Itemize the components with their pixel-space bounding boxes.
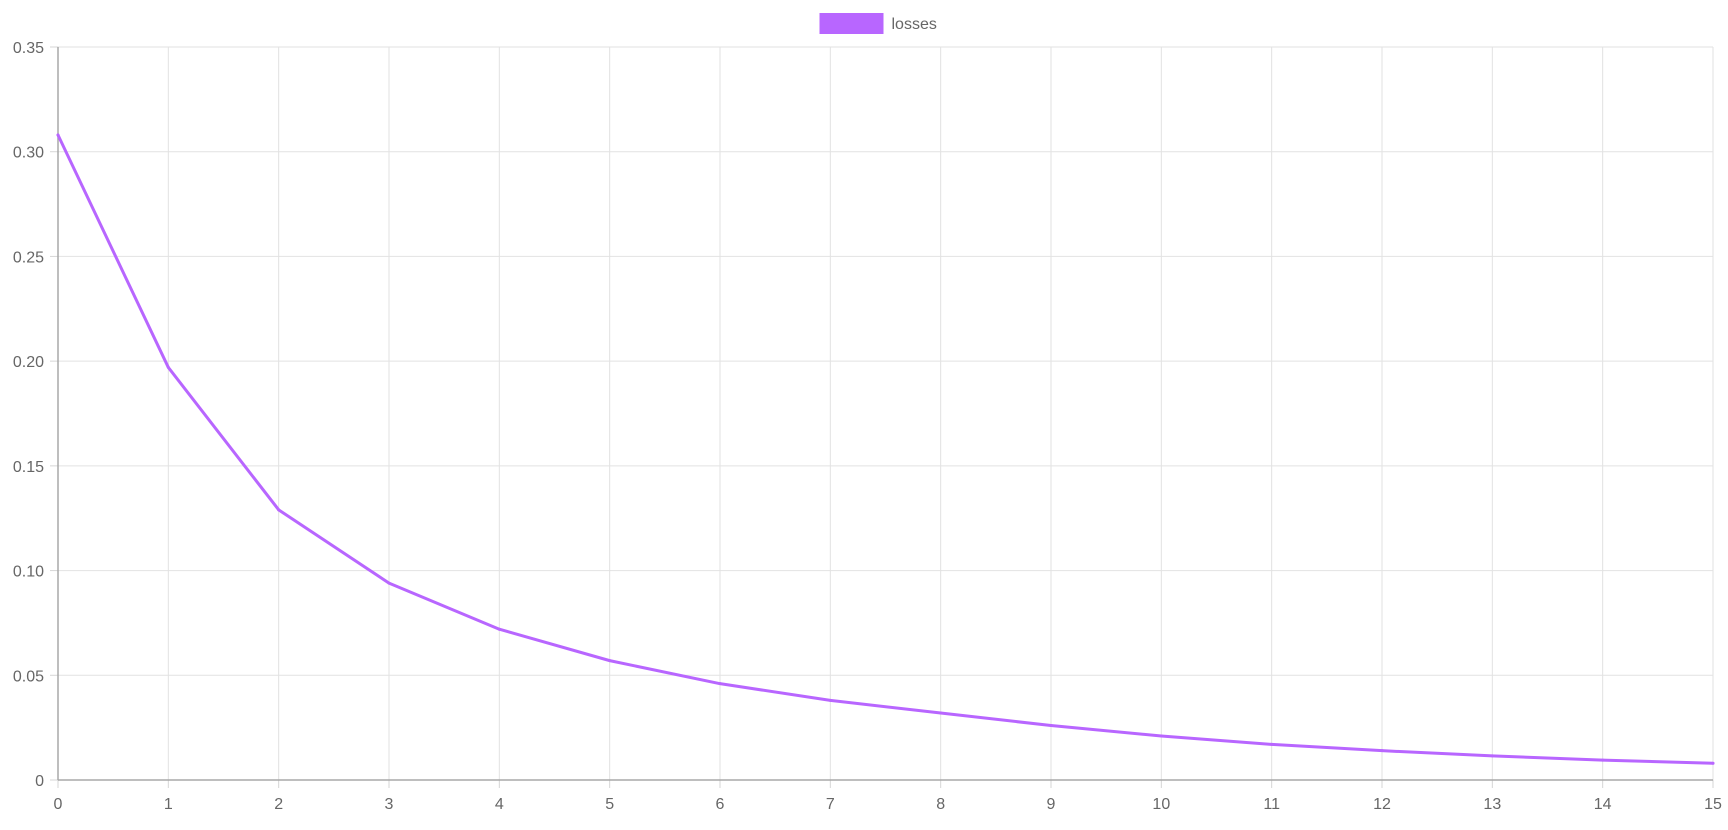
series-layer [56, 133, 1715, 765]
data-point[interactable] [828, 698, 832, 702]
y-tick-label: 0.30 [13, 145, 44, 162]
y-tick-label: 0.15 [13, 459, 44, 476]
x-tick-label: 8 [936, 796, 945, 813]
x-tick-label: 12 [1373, 796, 1391, 813]
data-point[interactable] [718, 682, 722, 686]
data-point[interactable] [1270, 742, 1274, 746]
data-point[interactable] [387, 581, 391, 585]
x-tick-label: 4 [495, 796, 504, 813]
data-point[interactable] [608, 659, 612, 663]
data-point[interactable] [1601, 758, 1605, 762]
y-tick-label: 0.35 [13, 40, 44, 57]
x-tick-label: 11 [1263, 796, 1280, 813]
x-tick-label: 2 [274, 796, 283, 813]
y-tick-label: 0.20 [13, 354, 44, 371]
data-point[interactable] [1711, 761, 1715, 765]
x-tick-label: 3 [385, 796, 394, 813]
y-tick-label: 0.05 [13, 668, 44, 685]
x-tick-label: 9 [1047, 796, 1056, 813]
x-tick-label: 7 [826, 796, 835, 813]
x-tick-label: 10 [1152, 796, 1170, 813]
legend-label[interactable]: losses [892, 16, 937, 33]
x-tick-label: 1 [164, 796, 173, 813]
x-tick-label: 6 [716, 796, 725, 813]
data-point[interactable] [1159, 734, 1163, 738]
data-point[interactable] [277, 508, 281, 512]
grid-layer [58, 46, 1714, 780]
data-point[interactable] [939, 711, 943, 715]
data-point[interactable] [1490, 754, 1494, 758]
y-tick-label: 0 [35, 773, 44, 790]
data-point[interactable] [497, 627, 501, 631]
y-tick-label: 0.10 [13, 564, 44, 581]
data-point[interactable] [1380, 749, 1384, 753]
legend-swatch[interactable] [819, 13, 884, 34]
data-point[interactable] [1049, 724, 1053, 728]
x-tick-label: 14 [1594, 796, 1612, 813]
data-point[interactable] [166, 365, 170, 369]
x-tick-label: 15 [1704, 796, 1722, 813]
axis-layer: 00.050.100.150.200.250.300.350 1 2 3 4 5 6 7 8 9 1… [13, 40, 1722, 813]
x-tick-label: 0 [54, 796, 63, 813]
x-tick-label: 5 [605, 796, 614, 813]
y-tick-label: 0.25 [13, 249, 44, 266]
x-tick-label: 13 [1483, 796, 1501, 813]
series-line-losses [56, 133, 1715, 765]
data-point[interactable] [56, 133, 60, 137]
legend[interactable]: losses [819, 13, 937, 34]
